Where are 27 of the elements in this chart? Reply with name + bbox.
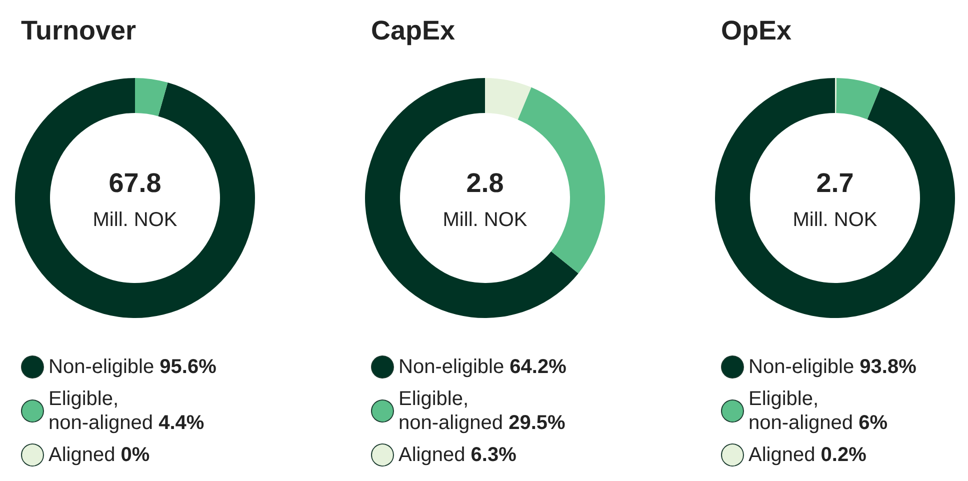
chart-title: CapEx [371,16,456,46]
data-label: 4.4% [158,412,204,434]
legend-label: Aligned [48,444,116,466]
legend-label: Aligned [748,444,816,466]
text: 2.8 [466,168,504,198]
text: 2.7 [816,168,854,198]
legend-label: Eligible, non-aligned [48,388,154,434]
data-label: 6% [858,412,888,434]
text: 0% [120,444,150,466]
legend-label: Non-eligible [48,356,154,378]
text: 67.8 [108,168,162,198]
data-label: 95.6% [160,356,217,378]
data-label: 0.2% [820,444,867,466]
text: Mill. NOK [442,209,528,231]
legend-label: Non-eligible [748,356,854,378]
data-label: 6.3% [470,444,517,466]
chart-title: OpEx [721,16,792,46]
chart-title: Turnover [21,16,137,46]
text: Mill. NOK [792,209,878,231]
text: Mill. NOK [92,209,178,231]
legend-label: Aligned [398,444,466,466]
data-label: 64.2% [510,356,567,378]
legend-label: Non-eligible [398,356,504,378]
data-label: 93.8% [860,356,917,378]
legend-label: Eligible, non-aligned [748,388,854,434]
legend-label: Eligible, non-aligned [398,388,504,434]
data-label: 29.5% [508,412,566,434]
